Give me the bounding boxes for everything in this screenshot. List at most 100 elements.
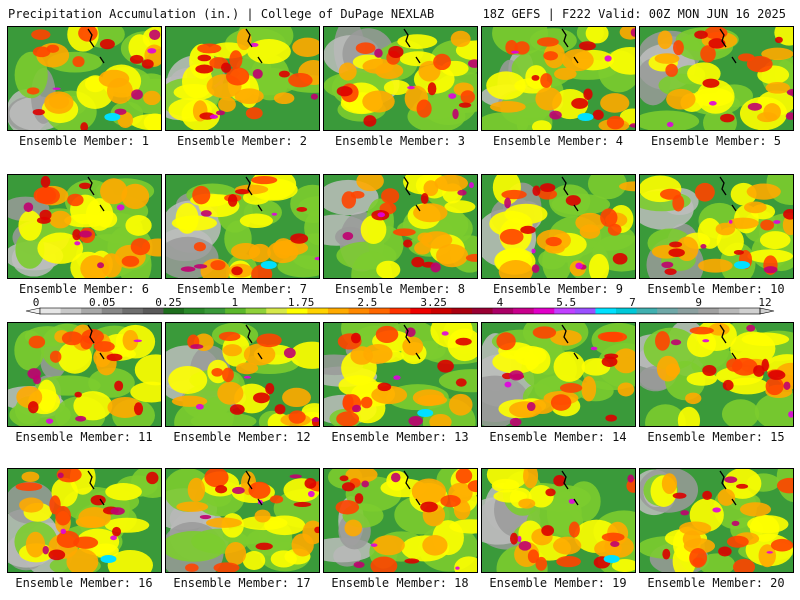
- colorbar-segment: [389, 308, 411, 314]
- ensemble-member-label: Ensemble Member: 14: [489, 430, 627, 444]
- ensemble-member-label: Ensemble Member: 6: [18, 282, 150, 296]
- colorbar-tick-label: 0: [33, 296, 40, 309]
- colorbar-segment: [739, 308, 761, 314]
- colorbar-segment: [410, 308, 432, 314]
- ensemble-map-panel: [165, 174, 320, 279]
- ensemble-map-panel: [7, 174, 162, 279]
- ensemble-map-panel: [639, 174, 794, 279]
- ensemble-member-label: Ensemble Member: 1: [18, 134, 150, 148]
- colorbar-segment: [718, 308, 740, 314]
- ensemble-member-label: Ensemble Member: 13: [331, 430, 469, 444]
- ensemble-map-panel: [7, 468, 162, 573]
- ensemble-member-label: Ensemble Member: 11: [15, 430, 153, 444]
- precipitation-map: [640, 469, 793, 572]
- colorbar-segment: [163, 308, 185, 314]
- colorbar-segment: [60, 308, 82, 314]
- precipitation-map: [640, 323, 793, 426]
- ensemble-member-label: Ensemble Member: 5: [650, 134, 782, 148]
- precipitation-map: [166, 175, 319, 278]
- colorbar-tick-label: 0.25: [155, 296, 182, 309]
- colorbar-segment: [554, 308, 576, 314]
- colorbar-tick-label: 7: [629, 296, 636, 309]
- precipitation-map: [166, 27, 319, 130]
- colorbar-segment: [492, 308, 514, 314]
- ensemble-member-label: Ensemble Member: 20: [647, 576, 785, 590]
- colorbar-tick-label: 1: [232, 296, 239, 309]
- ensemble-map-panel: [323, 174, 478, 279]
- ensemble-member-label: Ensemble Member: 16: [15, 576, 153, 590]
- ensemble-map-panel: [639, 322, 794, 427]
- colorbar-segment: [616, 308, 637, 314]
- colorbar-segment: [266, 308, 288, 314]
- precipitation-map: [640, 27, 793, 130]
- precipitation-map: [482, 175, 635, 278]
- colorbar-segment: [81, 308, 103, 314]
- colorbar-segment: [472, 308, 493, 314]
- colorbar-segment: [40, 308, 61, 314]
- precipitation-map: [8, 27, 161, 130]
- precipitation-map: [8, 323, 161, 426]
- precipitation-colorbar: 0 0.05 0.25 1 1.75 2.5 3.25 4 5.5 7 9 12: [25, 296, 775, 315]
- ensemble-map-panel: [481, 26, 636, 131]
- ensemble-member-label: Ensemble Member: 18: [331, 576, 469, 590]
- precipitation-map: [166, 469, 319, 572]
- chart-title: Precipitation Accumulation (in.) | Colle…: [8, 7, 435, 21]
- colorbar-segment: [184, 308, 205, 314]
- ensemble-member-label: Ensemble Member: 9: [492, 282, 624, 296]
- precipitation-map: [482, 27, 635, 130]
- ensemble-member-label: Ensemble Member: 7: [176, 282, 308, 296]
- ensemble-map-panel: [7, 322, 162, 427]
- ensemble-map-panel: [165, 26, 320, 131]
- colorbar-tick-label: 0.05: [89, 296, 116, 309]
- ensemble-member-label: Ensemble Member: 19: [489, 576, 627, 590]
- colorbar-segment: [328, 308, 349, 314]
- precipitation-map: [324, 27, 477, 130]
- precipitation-map: [324, 323, 477, 426]
- ensemble-member-label: Ensemble Member: 8: [334, 282, 466, 296]
- colorbar-segment: [698, 308, 720, 314]
- precipitation-map: [482, 323, 635, 426]
- ensemble-member-label: Ensemble Member: 2: [176, 134, 308, 148]
- ensemble-member-label: Ensemble Member: 3: [334, 134, 466, 148]
- colorbar-segment: [636, 308, 658, 314]
- ensemble-map-panel: [323, 468, 478, 573]
- ensemble-map-panel: [7, 26, 162, 131]
- colorbar-segment: [430, 308, 452, 314]
- ensemble-member-label: Ensemble Member: 4: [492, 134, 624, 148]
- precipitation-map: [640, 175, 793, 278]
- colorbar-tick-label: 9: [695, 296, 702, 309]
- colorbar-tick-label: 12: [758, 296, 771, 309]
- colorbar-segment: [533, 308, 555, 314]
- ensemble-map-panel: [639, 468, 794, 573]
- colorbar-segment: [204, 308, 226, 314]
- colorbar-tick-label: 3.25: [420, 296, 447, 309]
- colorbar-segment: [245, 308, 267, 314]
- ensemble-member-label: Ensemble Member: 17: [173, 576, 311, 590]
- colorbar-tick-label: 5.5: [556, 296, 576, 309]
- ensemble-map-panel: [323, 322, 478, 427]
- colorbar-tick-label: 1.75: [288, 296, 315, 309]
- colorbar-segment: [286, 308, 308, 314]
- ensemble-map-panel: [481, 322, 636, 427]
- precipitation-map: [8, 469, 161, 572]
- precipitation-map: [8, 175, 161, 278]
- colorbar-segment: [307, 308, 329, 314]
- precipitation-map: [482, 469, 635, 572]
- ensemble-map-panel: [165, 322, 320, 427]
- precipitation-map: [324, 175, 477, 278]
- ensemble-member-label: Ensemble Member: 10: [647, 282, 785, 296]
- ensemble-map-panel: [165, 468, 320, 573]
- colorbar-segment: [595, 308, 617, 314]
- precipitation-map: [324, 469, 477, 572]
- colorbar-segment: [513, 308, 535, 314]
- ensemble-member-label: Ensemble Member: 15: [647, 430, 785, 444]
- colorbar-segment: [657, 308, 679, 314]
- colorbar-segment: [225, 308, 247, 314]
- colorbar-tick-label: 4: [497, 296, 504, 309]
- colorbar-segment: [142, 308, 164, 314]
- colorbar-tick-label: 2.5: [357, 296, 377, 309]
- ensemble-map-panel: [639, 26, 794, 131]
- colorbar-segment: [101, 308, 123, 314]
- colorbar-segment: [369, 308, 391, 314]
- colorbar-segment: [574, 308, 596, 314]
